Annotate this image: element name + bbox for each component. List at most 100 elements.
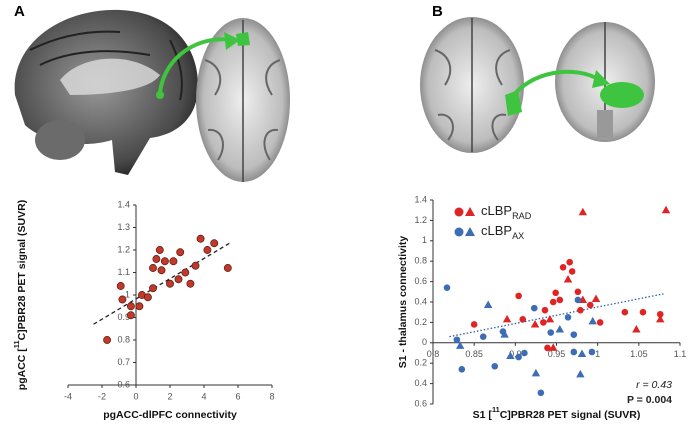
y-axis-label-part: 11 (12, 340, 21, 348)
x-tick-label: 8 (269, 391, 274, 401)
y-tick-label: 1.2 (117, 244, 130, 254)
y-tick-label: 0.2 (414, 358, 427, 368)
point (591, 294, 601, 302)
point (103, 336, 112, 344)
point (547, 329, 555, 336)
point (544, 344, 551, 352)
y-tick-label: 0 (422, 337, 427, 347)
point (559, 264, 567, 271)
point (570, 348, 578, 356)
y-axis-label-part: S1 - thalamus connectivity (397, 236, 409, 369)
y-tick-label: 0.9 (117, 312, 130, 322)
point (502, 314, 512, 323)
point (576, 369, 585, 378)
legend-label-part: RAD (512, 211, 532, 221)
x-axis-label: pgACC-dlPFC connectivity (103, 409, 237, 421)
point (564, 314, 572, 321)
point (656, 314, 665, 323)
y-tick-label: 1.1 (117, 267, 130, 277)
x-tick-label: -2 (98, 391, 106, 401)
point (483, 300, 493, 309)
legend-marker (454, 227, 464, 237)
x-tick-label: 1.05 (630, 349, 648, 359)
x-axis-label-part: pgACC-dlPFC connectivity (103, 409, 237, 421)
point (210, 239, 219, 248)
point (578, 207, 588, 216)
point (621, 308, 629, 316)
x-tick-label: 0 (133, 391, 138, 401)
point (531, 368, 541, 377)
point (521, 349, 528, 357)
y-tick-label: 0.8 (117, 334, 130, 344)
x-tick-label: 1.1 (674, 349, 687, 359)
y-tick-label: 1.3 (117, 222, 130, 232)
point (155, 246, 164, 254)
point (196, 234, 205, 243)
legend-label: cLBPRAD (481, 203, 532, 221)
point (515, 292, 522, 300)
point (176, 248, 185, 257)
y-tick-label: 0.7 (117, 357, 130, 367)
y-tick-label: 0.6 (117, 379, 130, 389)
point (506, 351, 515, 360)
y-tick-label: 0.6 (414, 276, 427, 286)
point (152, 255, 161, 263)
point (491, 362, 499, 370)
point (149, 284, 157, 293)
y-tick-label: 0.8 (414, 256, 427, 266)
y-tick-label: 0.4 (414, 378, 427, 388)
point (530, 319, 540, 328)
x-tick-label: 0.8 (427, 349, 440, 359)
x-tick-label: 0.95 (548, 349, 566, 359)
point (223, 264, 232, 272)
point (116, 282, 125, 290)
arrowhead (592, 70, 610, 88)
x-tick-label: -4 (64, 391, 72, 401)
sagittal-brain (14, 9, 199, 175)
point (552, 289, 559, 297)
point (157, 266, 166, 275)
point (656, 310, 664, 318)
legend-marker (454, 207, 464, 217)
x-tick-label: 4 (201, 391, 206, 401)
legend-label-part: AX (512, 231, 524, 241)
point (186, 279, 195, 288)
axial-brain (196, 18, 290, 182)
trendline (93, 242, 230, 325)
legend-marker (465, 227, 475, 236)
point (632, 325, 641, 333)
point (588, 348, 596, 356)
x-axis-label-part: C]PBR28 PET signal (SUVR) (500, 409, 641, 421)
point (577, 349, 587, 358)
x-axis-label-part: 11 (492, 405, 500, 414)
point (530, 304, 538, 312)
point (149, 264, 157, 272)
point (570, 331, 578, 338)
point (500, 330, 509, 338)
y-axis-label-part: C]PBR28 PET signal (SUVR) (16, 200, 28, 341)
x-tick-label: 6 (235, 391, 240, 401)
point (545, 314, 555, 323)
point (556, 296, 564, 304)
point (181, 268, 190, 277)
point (458, 366, 466, 373)
arrow (158, 37, 233, 93)
y-tick-label: 1 (125, 289, 130, 299)
point (537, 389, 545, 397)
point (574, 296, 582, 304)
x-tick-label: 0.85 (465, 349, 483, 359)
point (455, 341, 465, 349)
x-axis-label-part: S1 [ (473, 409, 493, 421)
x-axis-label: S1 [11C]PBR28 PET signal (SUVR) (473, 405, 641, 420)
point (519, 316, 527, 323)
point (563, 275, 573, 283)
y-tick-label: 0.2 (414, 317, 427, 327)
point (588, 316, 597, 325)
point (566, 258, 573, 266)
point (549, 298, 557, 306)
point (596, 319, 604, 326)
point (549, 343, 558, 351)
y-tick-label: 1.4 (117, 199, 130, 209)
point (568, 268, 576, 275)
